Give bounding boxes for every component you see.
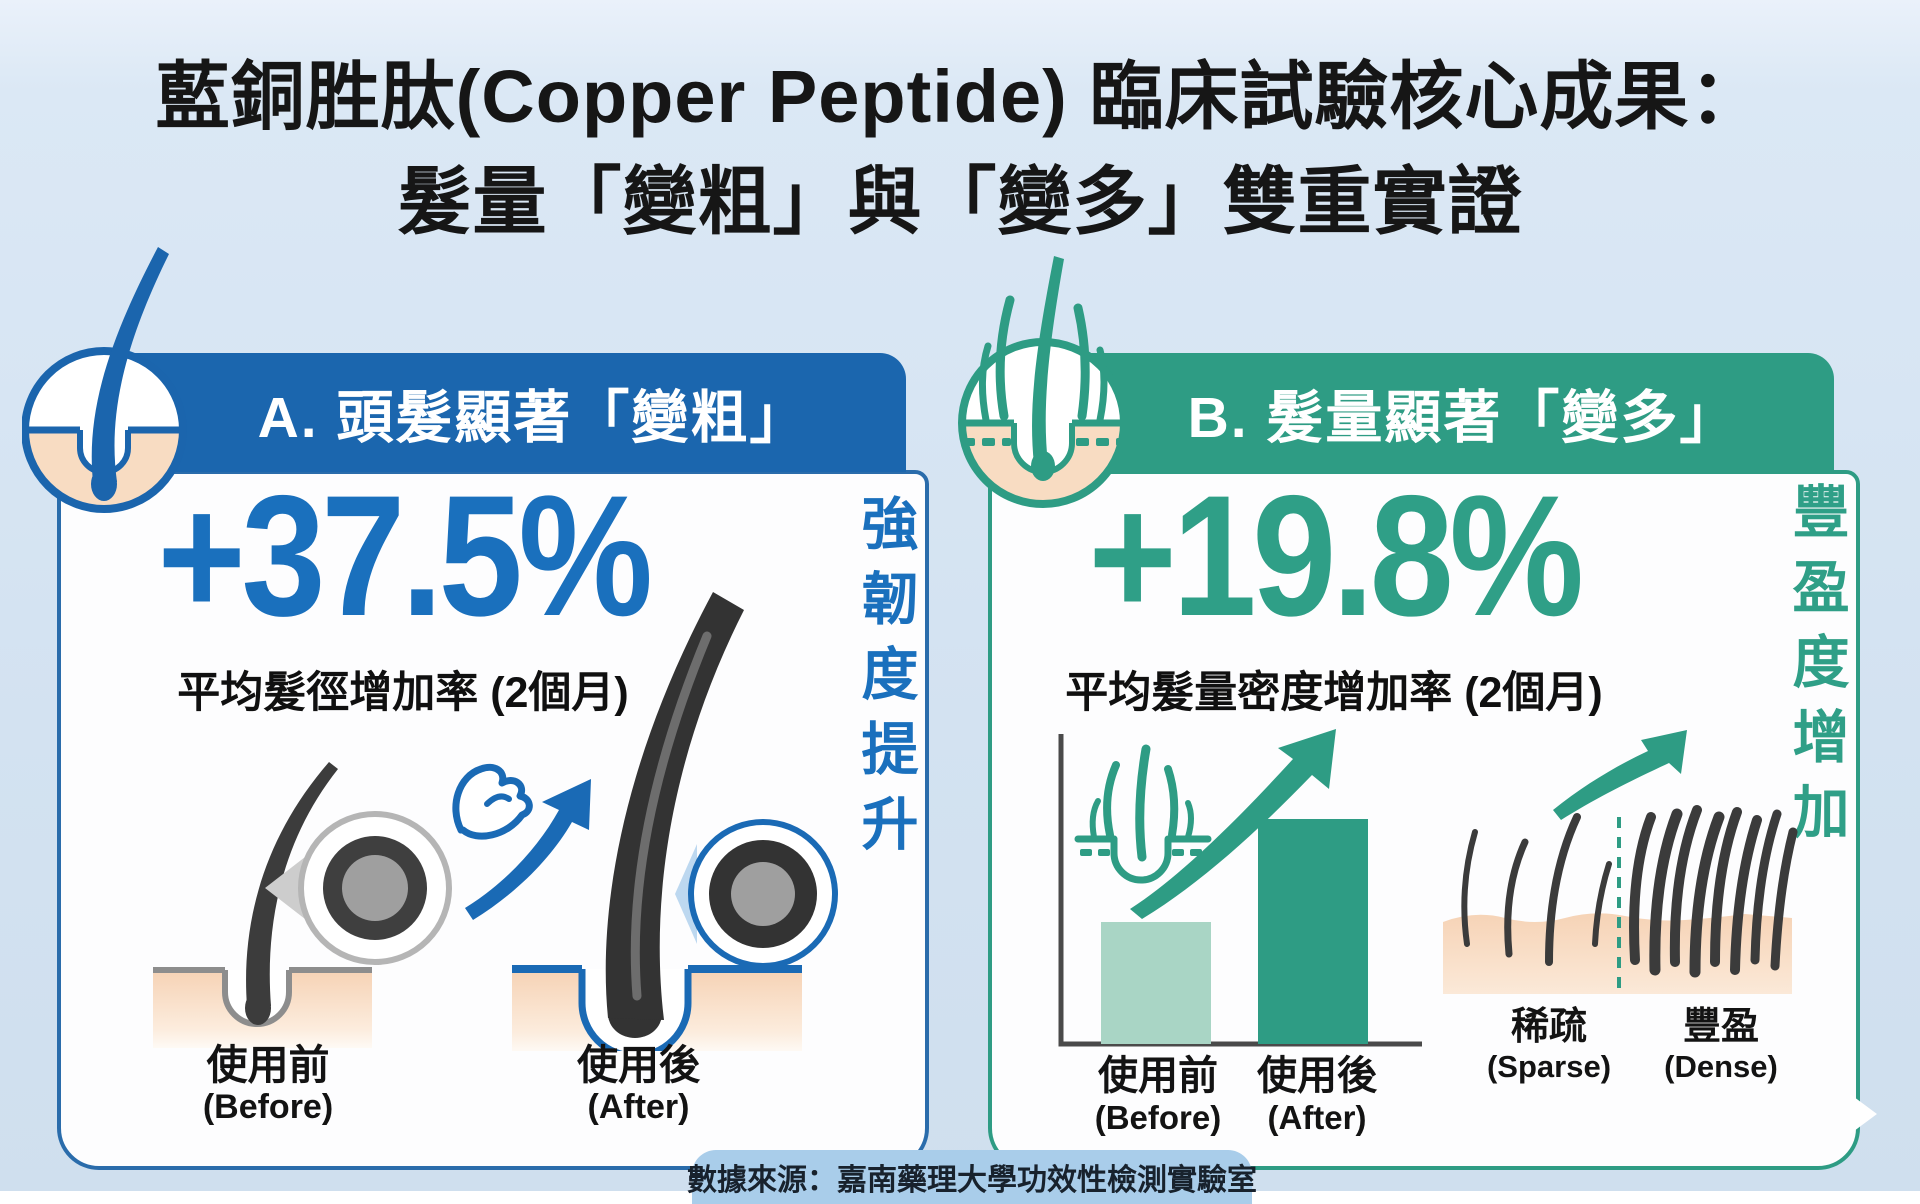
panel-a-side-label: 強韌度提升 [853, 494, 917, 869]
before-cross-section-circle [265, 811, 452, 965]
source-text: 數據來源：嘉南藥理大學功效性檢測實驗室 [687, 1164, 1257, 1197]
growth-arrow-icon-b [1130, 729, 1336, 919]
panel-a-before-label: 使用前 (Before) [123, 1042, 413, 1127]
badge-hair [91, 247, 169, 501]
bar-before [1101, 922, 1211, 1044]
panel-a-stat-value: +37.5% [157, 460, 653, 652]
after-label-en: (After) [1267, 1099, 1367, 1137]
before-label-zh: 使用前 [1098, 1054, 1218, 1098]
after-cross-section-circle [675, 819, 838, 969]
growth-arrow-icon-c [1553, 730, 1687, 820]
before-label-en: (Before) [202, 1088, 334, 1127]
sparse-hairs [1461, 813, 1612, 966]
after-thick-hair [605, 592, 744, 1038]
badge-hairs [978, 256, 1108, 481]
page-title: 藍銅胜肽(Copper Peptide) 臨床試驗核心成果： 髮量「變粗」與「變… [0, 44, 1920, 254]
before-label-zh: 使用前 [206, 1042, 330, 1088]
panel-a-header-text: A. 頭髮顯著「變粗」 [257, 385, 809, 450]
scalp-skin [1443, 913, 1792, 994]
after-label-zh: 使用後 [1257, 1054, 1377, 1098]
hair-thickness-illustration [153, 592, 838, 1051]
page-title-line1: 藍銅胜肽(Copper Peptide) 臨床試驗核心成果： [155, 55, 1765, 138]
growth-arrow-icon-a [465, 779, 591, 920]
panel-a-card: +37.5% 平均髮徑增加率 (2個月) 強韌度提升 [57, 466, 929, 1170]
sparse-label-zh: 稀疏 [1510, 1006, 1587, 1048]
panel-a-after-label: 使用後 (After) [491, 1042, 786, 1127]
panel-b-header-text: B. 髮量顯著「變多」 [1187, 385, 1739, 450]
sparse-label-en: (Sparse) [1486, 1048, 1612, 1084]
after-label-en: (After) [587, 1088, 690, 1127]
panel-a-header: A. 頭髮顯著「變粗」 [100, 353, 906, 472]
hair-follicle-icon-b [958, 256, 1128, 508]
before-thin-hair [245, 762, 338, 1025]
sparse-dense-illustration [1443, 730, 1798, 994]
panel-b-before-label: 使用前 (Before) [1078, 1054, 1238, 1136]
panel-b-stat-value: +19.8% [1088, 460, 1584, 652]
page-title-line2: 髮量「變粗」與「變多」雙重實證 [397, 160, 1523, 244]
panel-b-stat-caption: 平均髮量密度增加率 (2個月) [1065, 669, 1603, 717]
dense-hairs [1629, 805, 1798, 978]
before-label-en: (Before) [1094, 1099, 1222, 1137]
density-bar-chart [1058, 729, 1422, 1047]
source-banner: 數據來源：嘉南藥理大學功效性檢測實驗室 [687, 1150, 1257, 1204]
after-label-zh: 使用後 [577, 1042, 700, 1088]
panel-b-card: +19.8% 平均髮量密度增加率 (2個月) 豐盈度增加 使用前 (Before… [988, 466, 1860, 1170]
dense-label-en: (Dense) [1664, 1048, 1778, 1084]
panel-b-side-label: 豐盈度增加 [1784, 482, 1848, 857]
muscle-icon [452, 763, 533, 840]
panel-b-header: B. 髮量顯著「變多」 [1032, 353, 1834, 472]
follicle-glyph-icon [1074, 744, 1212, 884]
sparse-label: 稀疏 (Sparse) [1469, 1006, 1629, 1084]
hair-follicle-icon-a [22, 247, 187, 513]
bar-after [1258, 819, 1368, 1044]
panel-b-after-label: 使用後 (After) [1237, 1054, 1397, 1136]
white-wedge-decoration [1850, 1094, 1877, 1134]
panel-a-stat-caption: 平均髮徑增加率 (2個月) [177, 669, 629, 717]
dense-label: 豐盈 (Dense) [1641, 1006, 1801, 1084]
dense-label-zh: 豐盈 [1682, 1006, 1759, 1048]
